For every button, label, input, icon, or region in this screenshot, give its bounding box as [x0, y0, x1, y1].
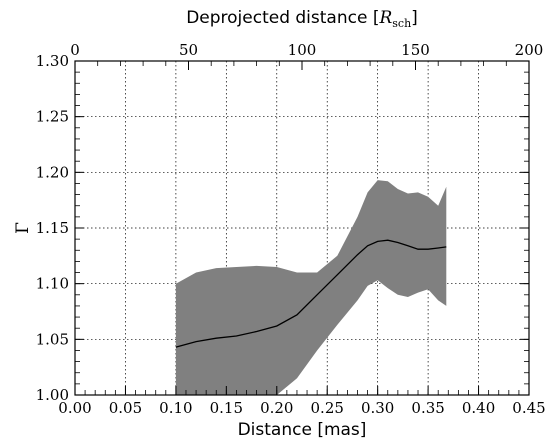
y-tick-label: 1.30: [36, 52, 69, 70]
top-tick-label: 50: [179, 41, 198, 59]
x-tick-label: 0.45: [512, 399, 545, 417]
x-tick-label: 0.00: [58, 399, 91, 417]
confidence-band-layer: [175, 180, 447, 395]
x-tick-label: 0.10: [159, 399, 192, 417]
line-layer: [175, 239, 447, 348]
y-tick-label: 1.25: [36, 108, 69, 126]
y-axis-label: Γ: [13, 222, 33, 234]
y-tick-label: 1.05: [36, 330, 69, 348]
x-tick-label: 0.30: [361, 399, 394, 417]
gamma-line: [175, 239, 447, 348]
x-tick-label: 0.40: [462, 399, 495, 417]
top-tick-label: 100: [288, 41, 317, 59]
x-tick-label: 0.05: [109, 399, 142, 417]
top-axis-label-symbol: R: [378, 8, 392, 28]
top-axis-label-text: Deprojected distance [: [186, 8, 379, 28]
y-tick-label: 1.10: [36, 275, 69, 293]
x-tick-label: 0.15: [210, 399, 243, 417]
x-tick-label: 0.20: [260, 399, 293, 417]
top-tick-label: 150: [401, 41, 430, 59]
top-axis-label-close: ]: [411, 8, 418, 28]
tick-label-layer: 0.00 0.05 0.10 0.15 0.20 0.25 0.30 0.35 0.40 0.45…: [36, 41, 546, 417]
top-axis-label: Deprojected distance [Rsch]: [186, 8, 418, 30]
top-axis-label-subscript: sch: [392, 17, 411, 30]
plot-frame: [74, 60, 530, 396]
y-tick-label: 1.15: [36, 219, 69, 237]
y-tick-label: 1.00: [36, 386, 69, 404]
y-tick-label: 1.20: [36, 163, 69, 181]
top-tick-label: 0: [70, 41, 80, 59]
top-tick-label: 200: [515, 41, 544, 59]
x-axis-label: Distance [mas]: [238, 420, 367, 439]
confidence-band: [175, 180, 447, 395]
x-tick-label: 0.35: [411, 399, 444, 417]
x-tick-label: 0.25: [311, 399, 344, 417]
